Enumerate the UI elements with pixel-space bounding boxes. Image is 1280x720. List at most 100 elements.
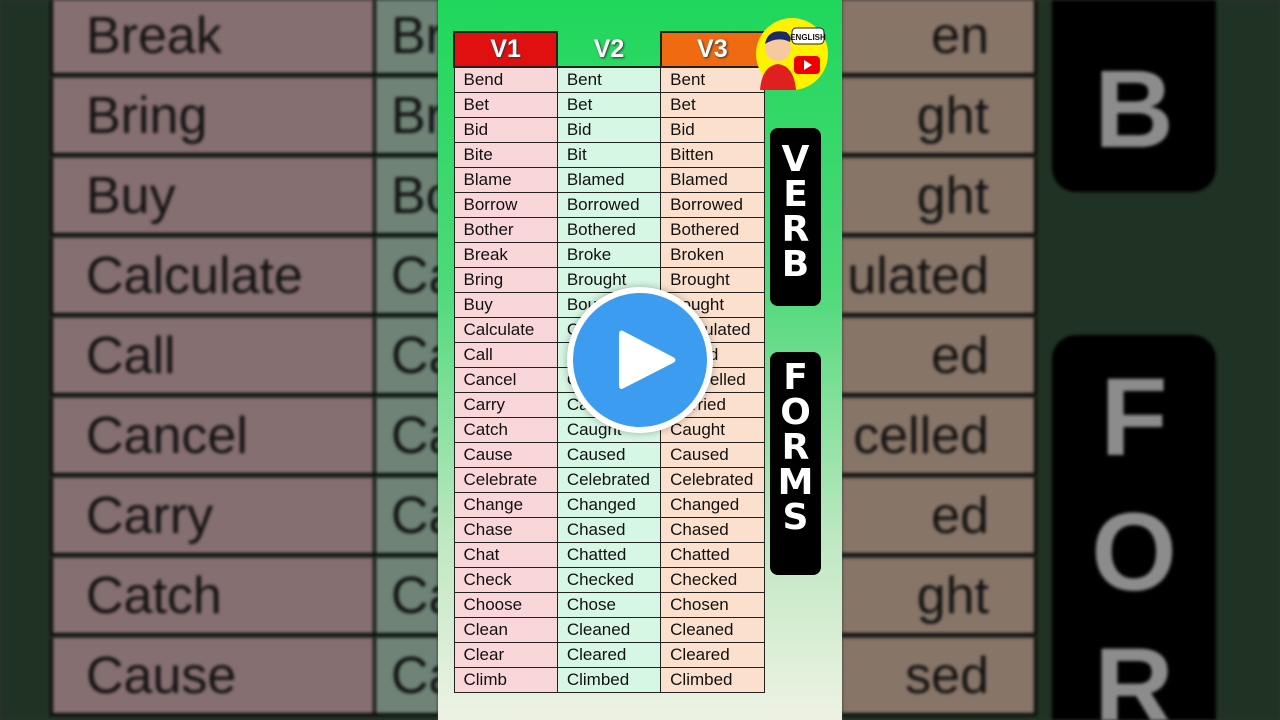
v1-cell: Clean — [453, 616, 558, 643]
table-row: Climb Climbed Climbed — [453, 666, 765, 693]
bg-cell: Call — [50, 318, 376, 396]
v2-cell: Brought — [556, 266, 662, 293]
v1-cell: Bend — [453, 66, 558, 93]
bg-cell: Ca — [376, 478, 438, 556]
bg-letter: F — [1100, 356, 1168, 479]
v1-cell: Carry — [453, 391, 558, 418]
v1-cell: Cause — [453, 441, 558, 468]
v2-cell: Caused — [556, 441, 662, 468]
v3-cell: Caused — [660, 441, 765, 468]
blurred-background-left: BreakBrBringBrBuyBoCalculateCaCallCaCanc… — [0, 0, 438, 720]
table-row: Clean Cleaned Cleaned — [453, 616, 765, 643]
bg-cell: Br — [376, 0, 438, 76]
bg-cell: Break — [50, 0, 376, 76]
bg-cell: ulated — [842, 238, 1037, 316]
table-row: Bother Bothered Bothered — [453, 216, 765, 243]
table-row: Chat Chatted Chatted — [453, 541, 765, 568]
channel-logo: ENGLISH — [756, 18, 828, 90]
bg-letter: O — [1091, 491, 1177, 614]
bg-cell: sed — [842, 638, 1037, 716]
table-row: Bring Brought Brought — [453, 266, 765, 293]
v3-cell: Bid — [660, 116, 765, 143]
v1-cell: Bring — [453, 266, 558, 293]
bg-cell: ed — [842, 478, 1037, 556]
bg-letter-box: B — [1052, 0, 1216, 192]
bg-cell: Ca — [376, 558, 438, 636]
bg-cell: Br — [376, 78, 438, 156]
v2-cell: Changed — [556, 491, 662, 518]
play-icon — [619, 330, 676, 389]
v2-cell: Borrowed — [556, 191, 662, 218]
bg-cell: Ca — [376, 318, 438, 396]
v1-cell: Break — [453, 241, 558, 268]
v1-cell: Clear — [453, 641, 558, 668]
v2-cell: Bet — [556, 91, 662, 118]
v3-cell: Bothered — [660, 216, 765, 243]
bg-cell: Ca — [376, 398, 438, 476]
table-row: Borrow Borrowed Borrowed — [453, 191, 765, 218]
bg-cell: Ca — [376, 638, 438, 716]
v3-cell: Chased — [660, 516, 765, 543]
v2-cell: Chose — [556, 591, 662, 618]
v3-cell: Blamed — [660, 166, 765, 193]
v2-cell: Cleaned — [556, 616, 662, 643]
shorts-video-frame[interactable]: V1 V2 V3 Bend Bent Bent Bet Bet Bet Bid Bid Bid B… — [438, 0, 842, 720]
header-v3: V3 — [659, 31, 766, 68]
v3-cell: Chatted — [660, 541, 765, 568]
bg-cell: en — [842, 0, 1037, 76]
v2-cell: Celebrated — [556, 466, 662, 493]
blurred-background-right: sed ght ed celled ed ulated ght ght en B F O R — [842, 0, 1280, 720]
table-row: Celebrate Celebrated Celebrated — [453, 466, 765, 493]
bg-letter: R — [1094, 626, 1174, 720]
v2-cell: Climbed — [556, 666, 662, 693]
v1-cell: Check — [453, 566, 558, 593]
bg-cell: Ca — [376, 238, 438, 316]
bg-cell: Bo — [376, 158, 438, 236]
v1-cell: Change — [453, 491, 558, 518]
v1-cell: Chase — [453, 516, 558, 543]
v2-cell: Chased — [556, 516, 662, 543]
v2-cell: Bent — [556, 66, 662, 93]
v3-cell: Climbed — [660, 666, 765, 693]
table-row: Bend Bent Bent — [453, 66, 765, 93]
table-row: Change Changed Changed — [453, 491, 765, 518]
bg-cell: ght — [842, 78, 1037, 156]
bg-cell: ght — [842, 558, 1037, 636]
v3-cell: Bent — [660, 66, 765, 93]
table-row: Bite Bit Bitten — [453, 141, 765, 168]
table-row: Bid Bid Bid — [453, 116, 765, 143]
forms-label: FORMS — [777, 357, 814, 538]
v1-cell: Choose — [453, 591, 558, 618]
v1-cell: Catch — [453, 416, 558, 443]
bg-cell: ed — [842, 318, 1037, 396]
bg-cell: celled — [842, 398, 1037, 476]
v1-cell: Cancel — [453, 366, 558, 393]
svg-text:ENGLISH: ENGLISH — [790, 33, 826, 42]
bg-letter: B — [1094, 48, 1174, 171]
bg-cell: Cancel — [50, 398, 376, 476]
table-row: Chase Chased Chased — [453, 516, 765, 543]
table-row: Check Checked Checked — [453, 566, 765, 593]
v1-cell: Celebrate — [453, 466, 558, 493]
header-v2: V2 — [556, 32, 662, 68]
bg-cell: Bring — [50, 78, 376, 156]
v1-cell: Blame — [453, 166, 558, 193]
v3-cell: Broken — [660, 241, 765, 268]
v3-cell: Bitten — [660, 141, 765, 168]
v3-cell: Changed — [660, 491, 765, 518]
table-row: Blame Blamed Blamed — [453, 166, 765, 193]
v3-cell: Brought — [660, 266, 765, 293]
v3-cell: Checked — [660, 566, 765, 593]
v1-cell: Calculate — [453, 316, 558, 343]
table-row: Cause Caused Caused — [453, 441, 765, 468]
v2-cell: Broke — [556, 241, 662, 268]
table-row: Clear Cleared Cleared — [453, 641, 765, 668]
play-button[interactable] — [567, 287, 713, 433]
v1-cell: Climb — [453, 666, 558, 693]
v3-cell: Cleaned — [660, 616, 765, 643]
table-row: Bet Bet Bet — [453, 91, 765, 118]
v1-cell: Bite — [453, 141, 558, 168]
v1-cell: Bid — [453, 116, 558, 143]
v2-cell: Chatted — [556, 541, 662, 568]
v1-cell: Chat — [453, 541, 558, 568]
